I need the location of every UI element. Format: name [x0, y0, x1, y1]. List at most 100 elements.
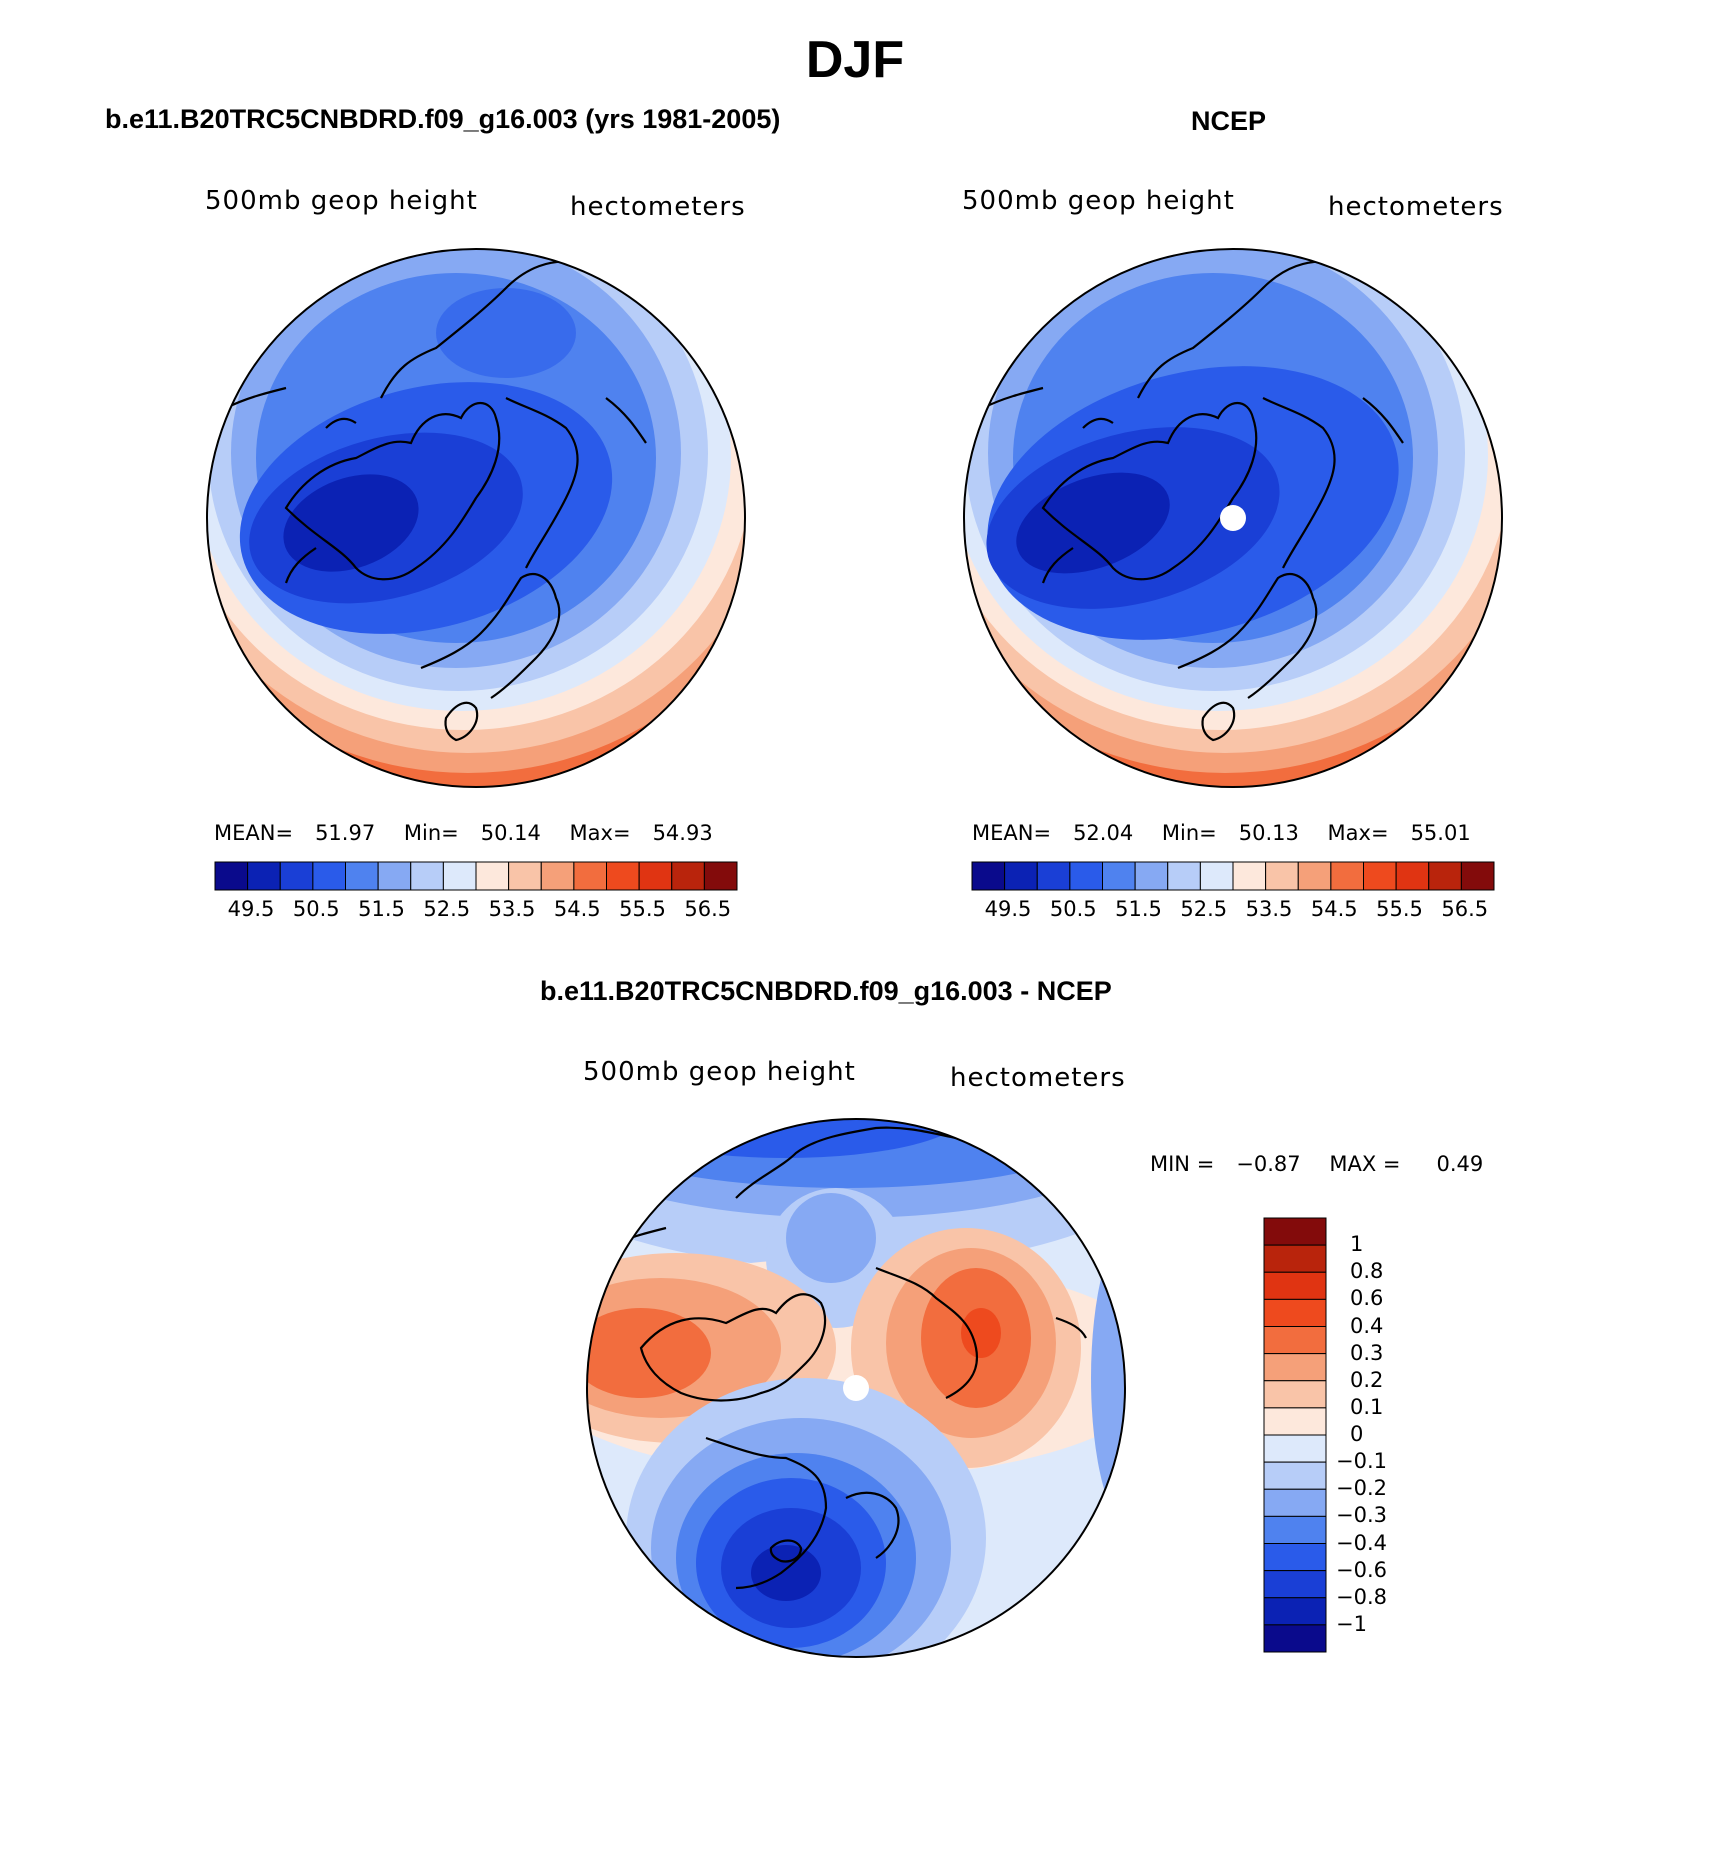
colorbar-box	[214, 861, 249, 891]
panel1-max-label: Max=	[569, 821, 631, 845]
panel2-mean-value: 52.04	[1073, 821, 1134, 845]
colorbar-tick-label: −0.3	[1336, 1503, 1387, 1528]
colorbar-tick-label: 52.5	[1180, 897, 1228, 921]
colorbar-tick-label: −0.4	[1336, 1530, 1387, 1555]
colorbar-box	[247, 861, 281, 891]
colorbar-box	[1263, 1244, 1327, 1273]
colorbar-tick-label: 1	[1350, 1232, 1364, 1257]
colorbar-box	[508, 861, 542, 891]
panel1-mean-label: MEAN=	[214, 821, 294, 845]
colorbar-tick-label: 0.2	[1350, 1367, 1384, 1392]
colorbar-tick-label: 56.5	[1441, 897, 1489, 921]
panel1-colorbar-labels: 49.5 50.5 51.5 52.5 53.5 54.5 55.5 56.5	[215, 897, 737, 927]
colorbar-box	[971, 861, 1006, 891]
colorbar-box	[1263, 1488, 1327, 1517]
colorbar-tick-label: 53.5	[1245, 897, 1293, 921]
colorbar-box	[573, 861, 607, 891]
panel1-title: b.e11.B20TRC5CNBDRD.f09_g16.003 (yrs 198…	[105, 104, 781, 134]
colorbar-tick-label: −0.2	[1336, 1476, 1387, 1501]
panel1-variable-label: 500mb geop height	[205, 186, 478, 216]
panel3-variable-label: 500mb geop height	[583, 1057, 856, 1087]
colorbar-tick-label: 51.5	[358, 897, 405, 921]
colorbar-tick-label: 54.5	[1310, 897, 1358, 921]
colorbar-box	[1263, 1434, 1327, 1463]
colorbar-tick-label: 56.5	[684, 897, 732, 921]
colorbar-box	[1263, 1597, 1327, 1626]
colorbar-tick-label: 49.5	[227, 897, 275, 921]
colorbar-tick-label: 50.5	[1049, 897, 1097, 921]
panel1-colorbar	[214, 861, 738, 891]
colorbar-tick-label: 55.5	[1376, 897, 1423, 921]
panel2-min-value: 50.13	[1238, 821, 1299, 845]
colorbar-tick-label: 54.5	[553, 897, 601, 921]
colorbar-box	[1297, 861, 1332, 891]
panel1-max-value: 54.93	[652, 821, 713, 845]
panel3-min-label: MIN =	[1150, 1152, 1215, 1176]
colorbar-tick-label: 52.5	[423, 897, 471, 921]
colorbar-box	[638, 861, 673, 891]
colorbar-tick-label: −1	[1336, 1611, 1367, 1636]
panel3-units-label: hectometers	[950, 1063, 1126, 1093]
colorbar-tick-label: 0.8	[1350, 1259, 1384, 1284]
panel2-units-label: hectometers	[1328, 192, 1504, 222]
panel3-colorbar-labels: 1 0.8 0.6 0.4 0.3 0.2 0.1 0 −0.1 −0.2 −0.3 −0.4 −0.6…	[1336, 1218, 1456, 1652]
panel3-max-label: MAX =	[1329, 1152, 1401, 1176]
colorbar-box	[1134, 861, 1169, 891]
colorbar-box	[1232, 861, 1267, 891]
colorbar-tick-label: 51.5	[1115, 897, 1162, 921]
colorbar-box	[1263, 1543, 1327, 1572]
panel2-mean-label: MEAN=	[972, 821, 1052, 845]
panel2-colorbar-labels: 49.5 50.5 51.5 52.5 53.5 54.5 55.5 56.5	[972, 897, 1494, 927]
colorbar-tick-label: 0.3	[1350, 1340, 1384, 1365]
colorbar-box	[279, 861, 314, 891]
colorbar-tick-label: −0.1	[1336, 1449, 1387, 1474]
panel3-polar-map	[586, 1118, 1126, 1658]
colorbar-tick-label: 55.5	[619, 897, 666, 921]
colorbar-tick-label: 53.5	[488, 897, 536, 921]
panel1-polar-map	[206, 248, 746, 788]
panel2-max-value: 55.01	[1410, 821, 1471, 845]
colorbar-tick-label: −0.6	[1336, 1557, 1387, 1582]
panel2-stats: MEAN= 52.04 Min= 50.13 Max= 55.01	[972, 821, 1493, 845]
colorbar-box	[1330, 861, 1364, 891]
panel1-min-label: Min=	[403, 821, 459, 845]
colorbar-box	[1069, 861, 1103, 891]
colorbar-box	[345, 861, 379, 891]
panel3-title: b.e11.B20TRC5CNBDRD.f09_g16.003 - NCEP	[540, 976, 1112, 1006]
panel3-stats: MIN = −0.87 MAX = 0.49	[1150, 1152, 1505, 1176]
colorbar-tick-label: 50.5	[292, 897, 340, 921]
panel3-min-value: −0.87	[1236, 1152, 1301, 1176]
panel1-min-value: 50.14	[480, 821, 541, 845]
colorbar-tick-label: 0.4	[1350, 1313, 1384, 1338]
colorbar-box	[1263, 1326, 1327, 1355]
panel3-max-value: 0.49	[1436, 1152, 1484, 1176]
colorbar-box	[1460, 861, 1495, 891]
panel2-polar-map	[963, 248, 1503, 788]
panel2-min-label: Min=	[1161, 821, 1217, 845]
colorbar-box	[1102, 861, 1136, 891]
colorbar-tick-label: 0.6	[1350, 1286, 1384, 1311]
panel1-stats: MEAN= 51.97 Min= 50.14 Max= 54.93	[214, 821, 735, 845]
colorbar-tick-label: 0	[1350, 1422, 1364, 1446]
panel1-mean-value: 51.97	[315, 821, 376, 845]
colorbar-box	[1263, 1271, 1327, 1300]
panel2-variable-label: 500mb geop height	[962, 186, 1235, 216]
colorbar-box	[312, 861, 346, 891]
colorbar-box	[1263, 1380, 1327, 1409]
colorbar-box	[1036, 861, 1071, 891]
colorbar-box	[1263, 1407, 1327, 1436]
season-title: DJF	[805, 31, 905, 89]
colorbar-tick-label: 0.1	[1350, 1394, 1384, 1419]
panel2-max-label: Max=	[1327, 821, 1389, 845]
panel1-units-label: hectometers	[570, 192, 746, 222]
colorbar-tick-label: −0.8	[1336, 1584, 1387, 1609]
colorbar-box	[1004, 861, 1038, 891]
colorbar-box	[1263, 1353, 1327, 1382]
colorbar-box	[703, 861, 738, 891]
colorbar-box	[1428, 861, 1462, 891]
colorbar-box	[671, 861, 705, 891]
colorbar-box	[1263, 1217, 1327, 1246]
panel2-colorbar	[971, 861, 1495, 891]
colorbar-box	[377, 861, 412, 891]
colorbar-box	[475, 861, 510, 891]
